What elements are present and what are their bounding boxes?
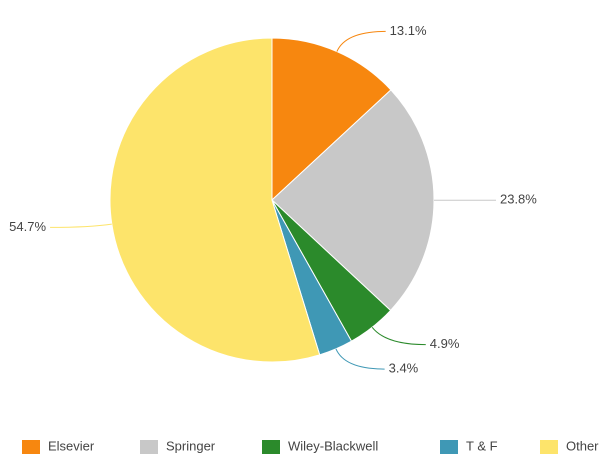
legend-label: Wiley-Blackwell bbox=[288, 438, 378, 453]
legend-label: Other bbox=[566, 438, 599, 453]
leader-line bbox=[337, 31, 386, 51]
leader-line bbox=[372, 327, 426, 344]
data-label: 13.1% bbox=[390, 23, 427, 38]
leader-line bbox=[50, 224, 112, 227]
data-label: 23.8% bbox=[500, 192, 537, 207]
data-label: 3.4% bbox=[389, 361, 419, 376]
legend-swatch bbox=[540, 440, 558, 454]
legend-swatch bbox=[22, 440, 40, 454]
legend-swatch bbox=[262, 440, 280, 454]
data-label: 54.7% bbox=[9, 219, 46, 234]
data-label: 4.9% bbox=[430, 336, 460, 351]
legend-label: T & F bbox=[466, 438, 498, 453]
legend-label: Elsevier bbox=[48, 438, 95, 453]
legend-swatch bbox=[140, 440, 158, 454]
legend-label: Springer bbox=[166, 438, 216, 453]
legend-swatch bbox=[440, 440, 458, 454]
leader-line bbox=[336, 349, 385, 369]
